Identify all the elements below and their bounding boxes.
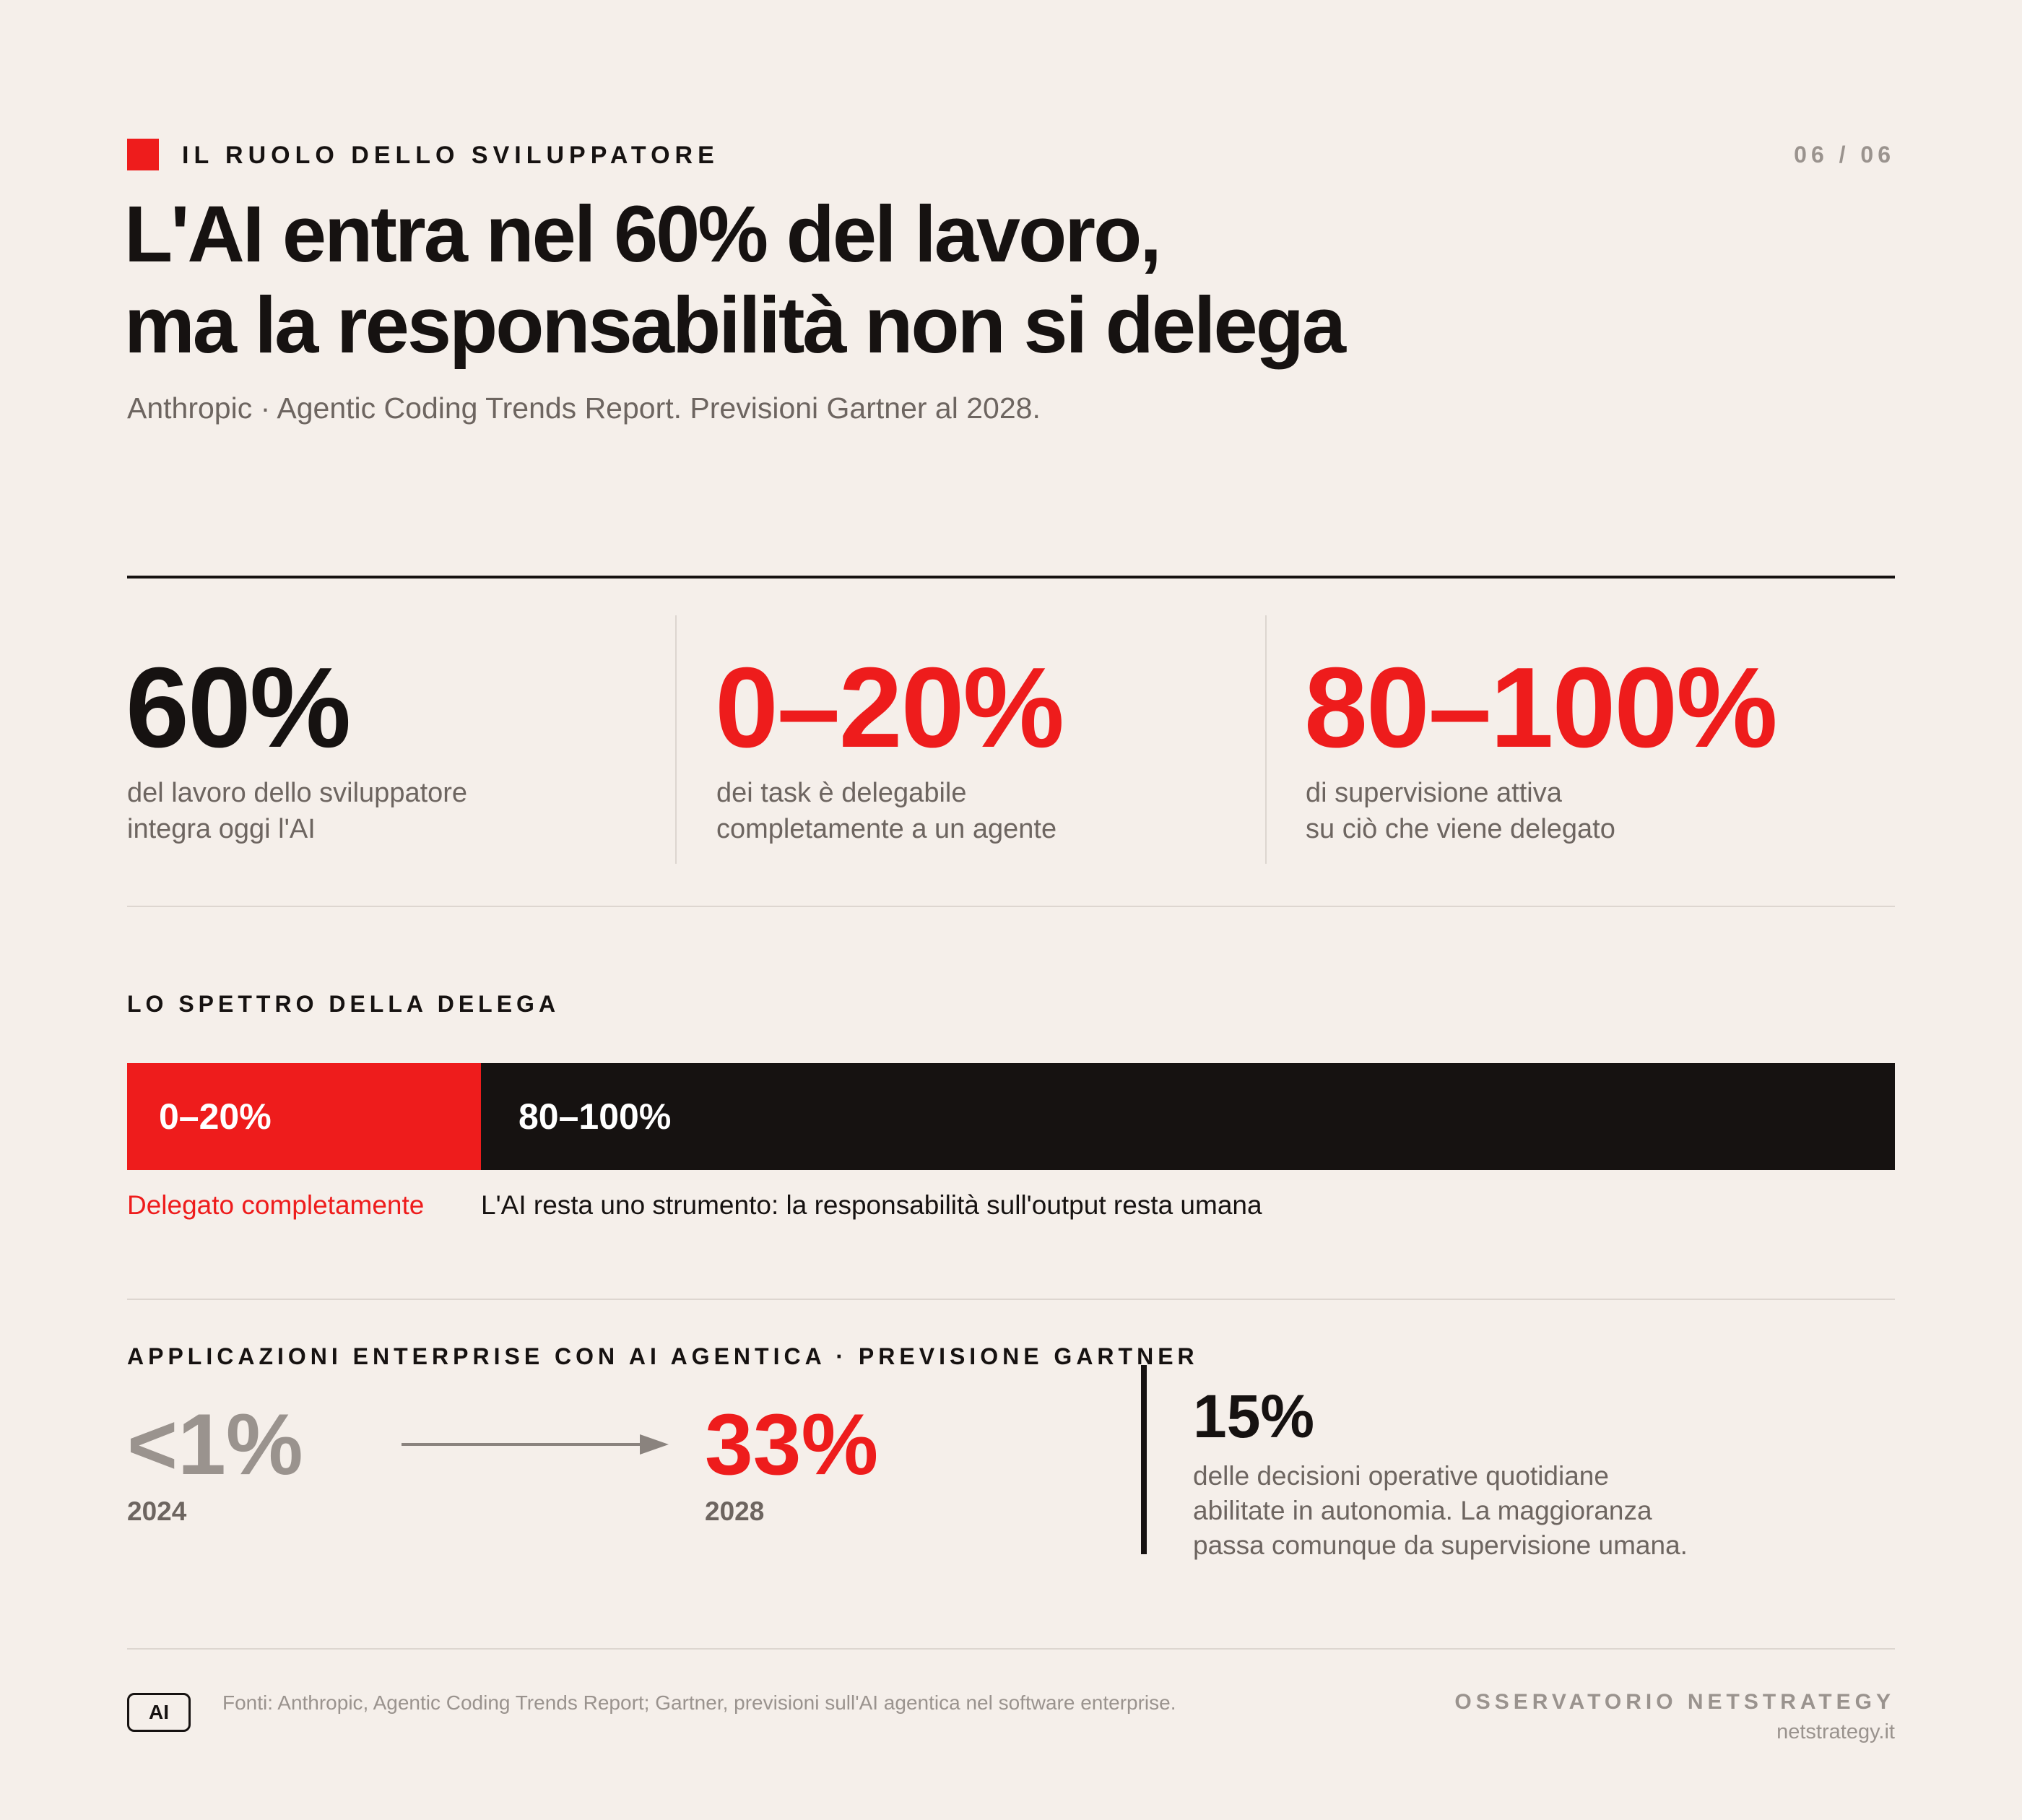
forecast-side-line: delle decisioni operative quotidiane [1193,1461,1609,1491]
divider [127,576,1895,578]
divider [127,1648,1895,1650]
stat-label-line: del lavoro dello sviluppatore [127,778,468,808]
forecast-section-label: APPLICAZIONI ENTERPRISE CON AI AGENTICA … [127,1343,1199,1369]
forecast-side-bar [1141,1365,1147,1554]
divider [127,906,1895,907]
stat-value-0-20: 0–20% [715,644,1064,771]
website-link[interactable]: netstrategy.it [1776,1720,1895,1743]
stat-value-60: 60% [126,644,351,771]
spectrum-delegated-value: 0–20% [159,1096,272,1137]
stat-value-80-100: 80–100% [1304,644,1778,771]
page-counter: 06 / 06 [1794,142,1895,168]
forecast-side-line: abilitate in autonomia. La maggioranza [1193,1496,1652,1525]
stat-label-line: completamente a un agente [716,814,1057,844]
forecast-to-year: 2028 [705,1496,765,1526]
spectrum-bar-delegated [127,1063,481,1170]
forecast-to-value: 33% [705,1396,879,1493]
subtitle: Anthropic · Agentic Coding Trends Report… [127,391,1041,425]
column-divider [675,615,677,864]
spectrum-supervised-value: 80–100% [518,1096,672,1137]
forecast-side-value: 15% [1193,1382,1315,1450]
ai-badge: AI [127,1693,191,1732]
title-line-2: ma la responsabilità non si delega [124,281,1346,370]
spectrum-delegated-caption: Delegato completamente [127,1190,425,1220]
spectrum-bar-supervised [481,1063,1895,1170]
spectrum-section-label: LO SPETTRO DELLA DELEGA [127,991,560,1017]
kicker: IL RUOLO DELLO SVILUPPATORE [182,142,719,169]
stat-label-line: dei task è delegabile [716,778,967,808]
arrow-right-icon [402,1434,669,1455]
stat-label-0-20: dei task è delegabile completamente a un… [716,775,1056,847]
stat-label-line: di supervisione attiva [1306,778,1562,808]
divider [127,1299,1895,1300]
stat-label-60: del lavoro dello sviluppatore integra og… [127,775,467,847]
stat-label-line: su ciò che viene delegato [1306,814,1615,844]
page-title: L'AI entra nel 60% del lavoro, ma la res… [124,189,1346,371]
forecast-side-line: passa comunque da supervisione umana. [1193,1530,1688,1560]
forecast-from-year: 2024 [127,1496,187,1526]
kicker-marker [127,139,159,170]
organization-name: OSSERVATORIO NETSTRATEGY [1454,1690,1895,1714]
forecast-from-value: <1% [127,1396,303,1493]
sources-note: Fonti: Anthropic, Agentic Coding Trends … [222,1691,1176,1714]
forecast-side-label: delle decisioni operative quotidiane abi… [1193,1459,1688,1563]
column-divider [1265,615,1267,864]
title-line-1: L'AI entra nel 60% del lavoro, [124,190,1162,279]
stat-label-line: integra oggi l'AI [127,814,316,844]
stat-label-80-100: di supervisione attiva su ciò che viene … [1306,775,1615,847]
spectrum-supervised-caption: L'AI resta uno strumento: la responsabil… [481,1190,1262,1220]
